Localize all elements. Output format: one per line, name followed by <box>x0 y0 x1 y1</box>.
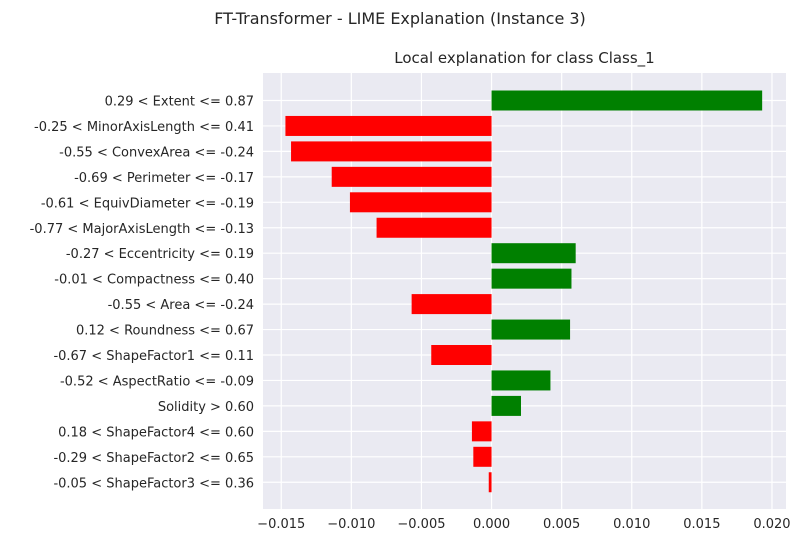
y-tick-label: -0.61 < EquivDiameter <= -0.19 <box>41 196 254 211</box>
x-tick-label: 0.010 <box>613 517 650 532</box>
y-tick-label: -0.69 < Perimeter <= -0.17 <box>74 171 254 186</box>
bar <box>491 319 571 340</box>
bar <box>285 115 492 136</box>
y-tick-label: 0.18 < ShapeFactor4 <= 0.60 <box>58 425 254 440</box>
bar <box>376 217 492 238</box>
x-tick-label: 0.005 <box>543 517 580 532</box>
bar <box>431 345 492 365</box>
y-tick-label: -0.27 < Eccentricity <= 0.19 <box>66 247 254 262</box>
bar <box>488 472 492 493</box>
bar <box>349 192 492 213</box>
y-tick-label: -0.05 < ShapeFactor3 <= 0.36 <box>53 476 254 491</box>
bar <box>411 294 492 315</box>
y-tick-label: -0.25 < MinorAxisLength <= 0.41 <box>34 120 254 135</box>
y-tick-label: -0.55 < Area <= -0.24 <box>108 298 254 313</box>
y-tick-label: 0.12 < Roundness <= 0.67 <box>76 324 254 339</box>
bar <box>291 141 492 162</box>
bar <box>491 395 521 416</box>
y-tick-label: -0.77 < MajorAxisLength <= -0.13 <box>30 222 254 237</box>
figure-suptitle: FT-Transformer - LIME Explanation (Insta… <box>214 9 586 28</box>
x-tick-label: −0.005 <box>397 517 445 532</box>
x-tick-label: −0.015 <box>257 517 305 532</box>
y-tick-label: -0.52 < AspectRatio <= -0.09 <box>60 374 254 389</box>
x-tick-label: −0.010 <box>327 517 375 532</box>
bar <box>473 446 492 467</box>
chart-title: Local explanation for class Class_1 <box>394 49 654 68</box>
y-tick-label: Solidity > 0.60 <box>158 400 254 415</box>
bar <box>491 243 576 264</box>
y-tick-label: -0.29 < ShapeFactor2 <= 0.65 <box>53 451 254 466</box>
plot-background <box>263 73 786 509</box>
y-tick-label: -0.55 < ConvexArea <= -0.24 <box>59 145 254 160</box>
y-tick-label: 0.29 < Extent <= 0.87 <box>105 95 254 110</box>
x-tick-label: 0.020 <box>753 517 790 532</box>
y-tick-labels: 0.29 < Extent <= 0.87 -0.25 < MinorAxisLe… <box>30 95 254 492</box>
y-tick-label: -0.67 < ShapeFactor1 <= 0.11 <box>53 349 254 364</box>
x-tick-labels: −0.015 −0.010 −0.005 0.000 0.005 0.010 0.015 0.… <box>257 517 790 532</box>
x-tick-label: 0.015 <box>683 517 720 532</box>
bars <box>285 90 763 493</box>
bar <box>491 370 551 391</box>
bar <box>331 166 492 187</box>
y-tick-label: -0.01 < Compactness <= 0.40 <box>54 273 254 288</box>
bar <box>491 90 763 111</box>
x-tick-label: 0.000 <box>473 517 510 532</box>
bar <box>491 268 572 289</box>
bar <box>471 421 492 442</box>
